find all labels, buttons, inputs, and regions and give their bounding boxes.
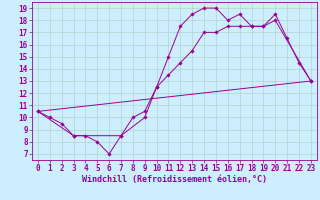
X-axis label: Windchill (Refroidissement éolien,°C): Windchill (Refroidissement éolien,°C): [82, 175, 267, 184]
